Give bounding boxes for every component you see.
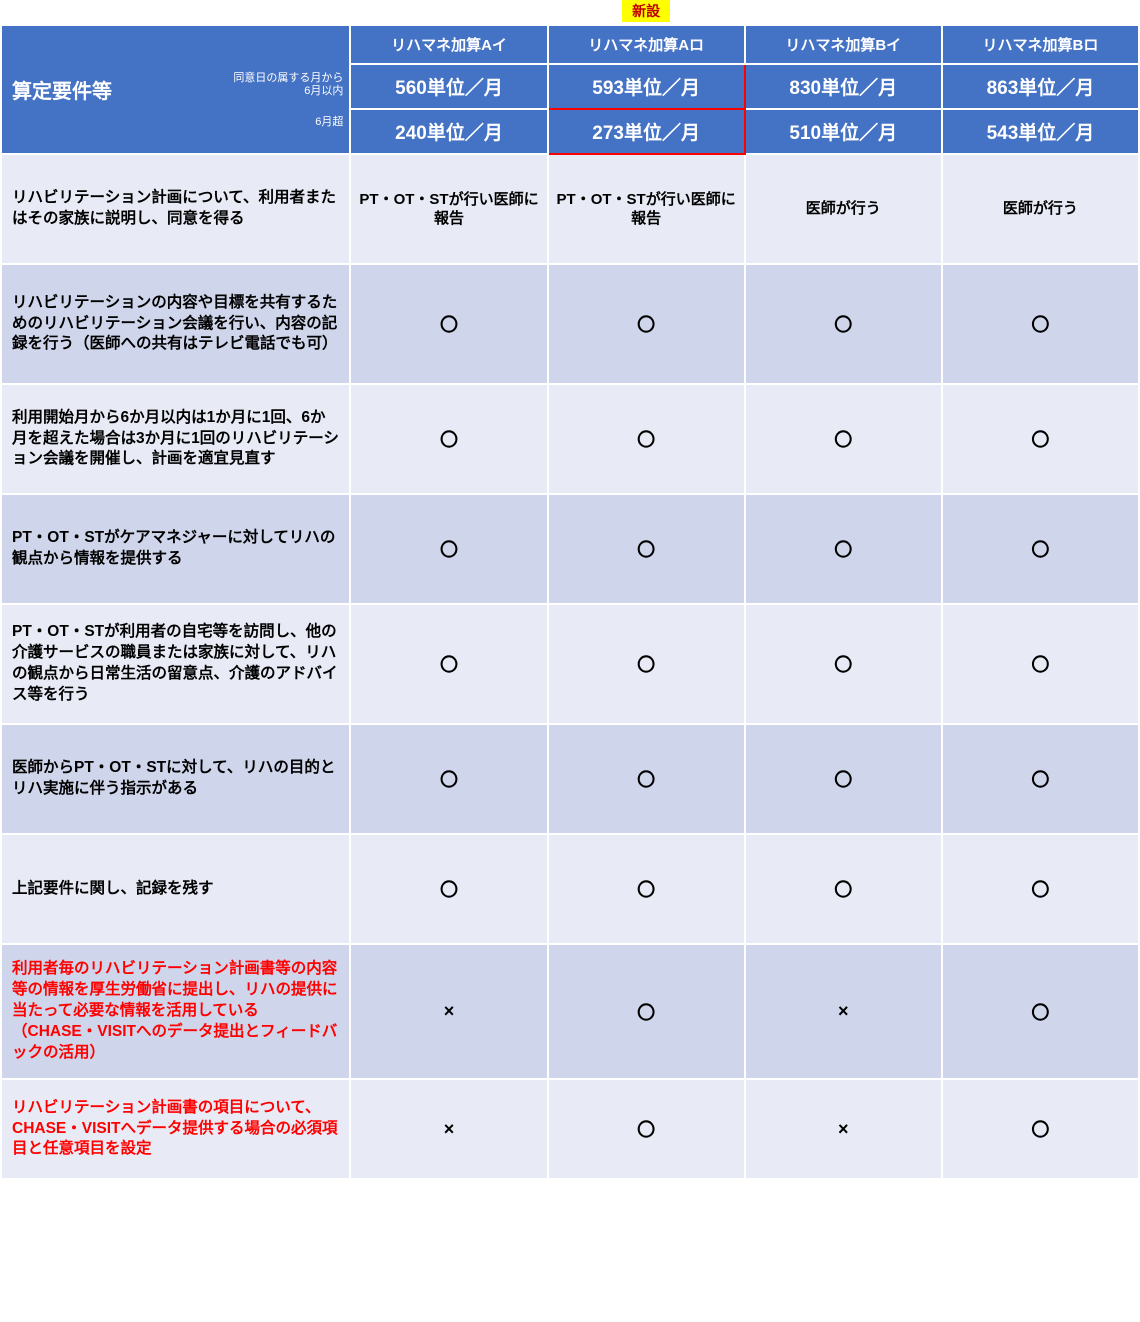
unit-r1-c2: 830単位／月	[745, 64, 942, 109]
value-cell: ×	[350, 944, 547, 1079]
requirement-cell: リハビリテーションの内容や目標を共有するためのリハビリテーション会議を行い、内容…	[1, 264, 350, 384]
header-left-sub2: 6月超	[315, 116, 343, 129]
unit-r2-c2: 510単位／月	[745, 109, 942, 154]
value-cell: 〇	[942, 384, 1139, 494]
value-cell: 〇	[350, 604, 547, 724]
spacer	[942, 0, 1139, 25]
value-cell: 〇	[350, 264, 547, 384]
unit-r2-c1: 273単位／月	[548, 109, 745, 154]
requirement-cell: リハビリテーション計画について、利用者またはその家族に説明し、同意を得る	[1, 154, 350, 264]
value-cell: 〇	[350, 834, 547, 944]
value-cell: 〇	[350, 494, 547, 604]
requirement-cell: 医師からPT・OT・STに対して、リハの目的とリハ実施に伴う指示がある	[1, 724, 350, 834]
header-left-sub1: 同意日の属する月から6月以内	[233, 72, 343, 98]
unit-r1-c0: 560単位／月	[350, 64, 547, 109]
value-cell: 〇	[942, 724, 1139, 834]
col-header-2: リハマネ加算Bイ	[745, 25, 942, 64]
value-cell: 〇	[548, 604, 745, 724]
value-cell: 〇	[745, 604, 942, 724]
value-cell: 〇	[942, 944, 1139, 1079]
value-cell: 〇	[548, 494, 745, 604]
value-cell: 〇	[942, 1079, 1139, 1179]
value-cell: 〇	[942, 494, 1139, 604]
value-cell: 〇	[548, 724, 745, 834]
spacer	[350, 0, 547, 25]
value-cell: PT・OT・STが行い医師に報告	[350, 154, 547, 264]
col-header-0: リハマネ加算Aイ	[350, 25, 547, 64]
value-cell: PT・OT・STが行い医師に報告	[548, 154, 745, 264]
value-cell: 〇	[548, 384, 745, 494]
header-left-title: 算定要件等	[12, 81, 112, 103]
unit-r2-c3: 543単位／月	[942, 109, 1139, 154]
unit-r2-c0: 240単位／月	[350, 109, 547, 154]
new-badge: 新設	[622, 0, 670, 22]
table-row: 利用者毎のリハビリテーション計画書等の内容等の情報を厚生労働省に提出し、リハの提…	[1, 944, 1139, 1079]
value-cell: 〇	[745, 834, 942, 944]
table-row: 利用開始月から6か月以内は1か月に1回、6か月を超えた場合は3か月に1回のリハビ…	[1, 384, 1139, 494]
table-row: PT・OT・STが利用者の自宅等を訪問し、他の介護サービスの職員または家族に対し…	[1, 604, 1139, 724]
value-cell: 〇	[548, 1079, 745, 1179]
value-cell: ×	[350, 1079, 547, 1179]
value-cell: 〇	[745, 264, 942, 384]
value-cell: 〇	[942, 264, 1139, 384]
col-header-1: リハマネ加算Aロ	[548, 25, 745, 64]
badge-cell: 新設	[548, 0, 745, 25]
value-cell: 〇	[350, 724, 547, 834]
spacer	[745, 0, 942, 25]
rehab-addition-table: 新設 算定要件等 同意日の属する月から6月以内 6月超 リハマネ加算Aイ リハマ…	[0, 0, 1140, 1180]
value-cell: 〇	[745, 724, 942, 834]
value-cell: ×	[745, 1079, 942, 1179]
spacer	[1, 0, 350, 25]
value-cell: 医師が行う	[942, 154, 1139, 264]
table-row: 上記要件に関し、記録を残す〇〇〇〇	[1, 834, 1139, 944]
value-cell: 〇	[548, 944, 745, 1079]
value-cell: 〇	[942, 834, 1139, 944]
col-header-3: リハマネ加算Bロ	[942, 25, 1139, 64]
requirement-cell: リハビリテーション計画書の項目について、CHASE・VISITへデータ提供する場…	[1, 1079, 350, 1179]
unit-r1-c3: 863単位／月	[942, 64, 1139, 109]
value-cell: 医師が行う	[745, 154, 942, 264]
value-cell: 〇	[350, 384, 547, 494]
value-cell: ×	[745, 944, 942, 1079]
value-cell: 〇	[745, 384, 942, 494]
header-left: 算定要件等 同意日の属する月から6月以内 6月超	[1, 25, 350, 154]
unit-r1-c1: 593単位／月	[548, 64, 745, 109]
value-cell: 〇	[942, 604, 1139, 724]
value-cell: 〇	[548, 834, 745, 944]
table-row: 医師からPT・OT・STに対して、リハの目的とリハ実施に伴う指示がある〇〇〇〇	[1, 724, 1139, 834]
requirement-cell: PT・OT・STがケアマネジャーに対してリハの観点から情報を提供する	[1, 494, 350, 604]
value-cell: 〇	[548, 264, 745, 384]
requirement-cell: 利用者毎のリハビリテーション計画書等の内容等の情報を厚生労働省に提出し、リハの提…	[1, 944, 350, 1079]
requirement-cell: 利用開始月から6か月以内は1か月に1回、6か月を超えた場合は3か月に1回のリハビ…	[1, 384, 350, 494]
table-row: PT・OT・STがケアマネジャーに対してリハの観点から情報を提供する〇〇〇〇	[1, 494, 1139, 604]
requirement-cell: PT・OT・STが利用者の自宅等を訪問し、他の介護サービスの職員または家族に対し…	[1, 604, 350, 724]
requirement-cell: 上記要件に関し、記録を残す	[1, 834, 350, 944]
table-row: リハビリテーション計画書の項目について、CHASE・VISITへデータ提供する場…	[1, 1079, 1139, 1179]
table-row: リハビリテーション計画について、利用者またはその家族に説明し、同意を得るPT・O…	[1, 154, 1139, 264]
table-row: リハビリテーションの内容や目標を共有するためのリハビリテーション会議を行い、内容…	[1, 264, 1139, 384]
value-cell: 〇	[745, 494, 942, 604]
